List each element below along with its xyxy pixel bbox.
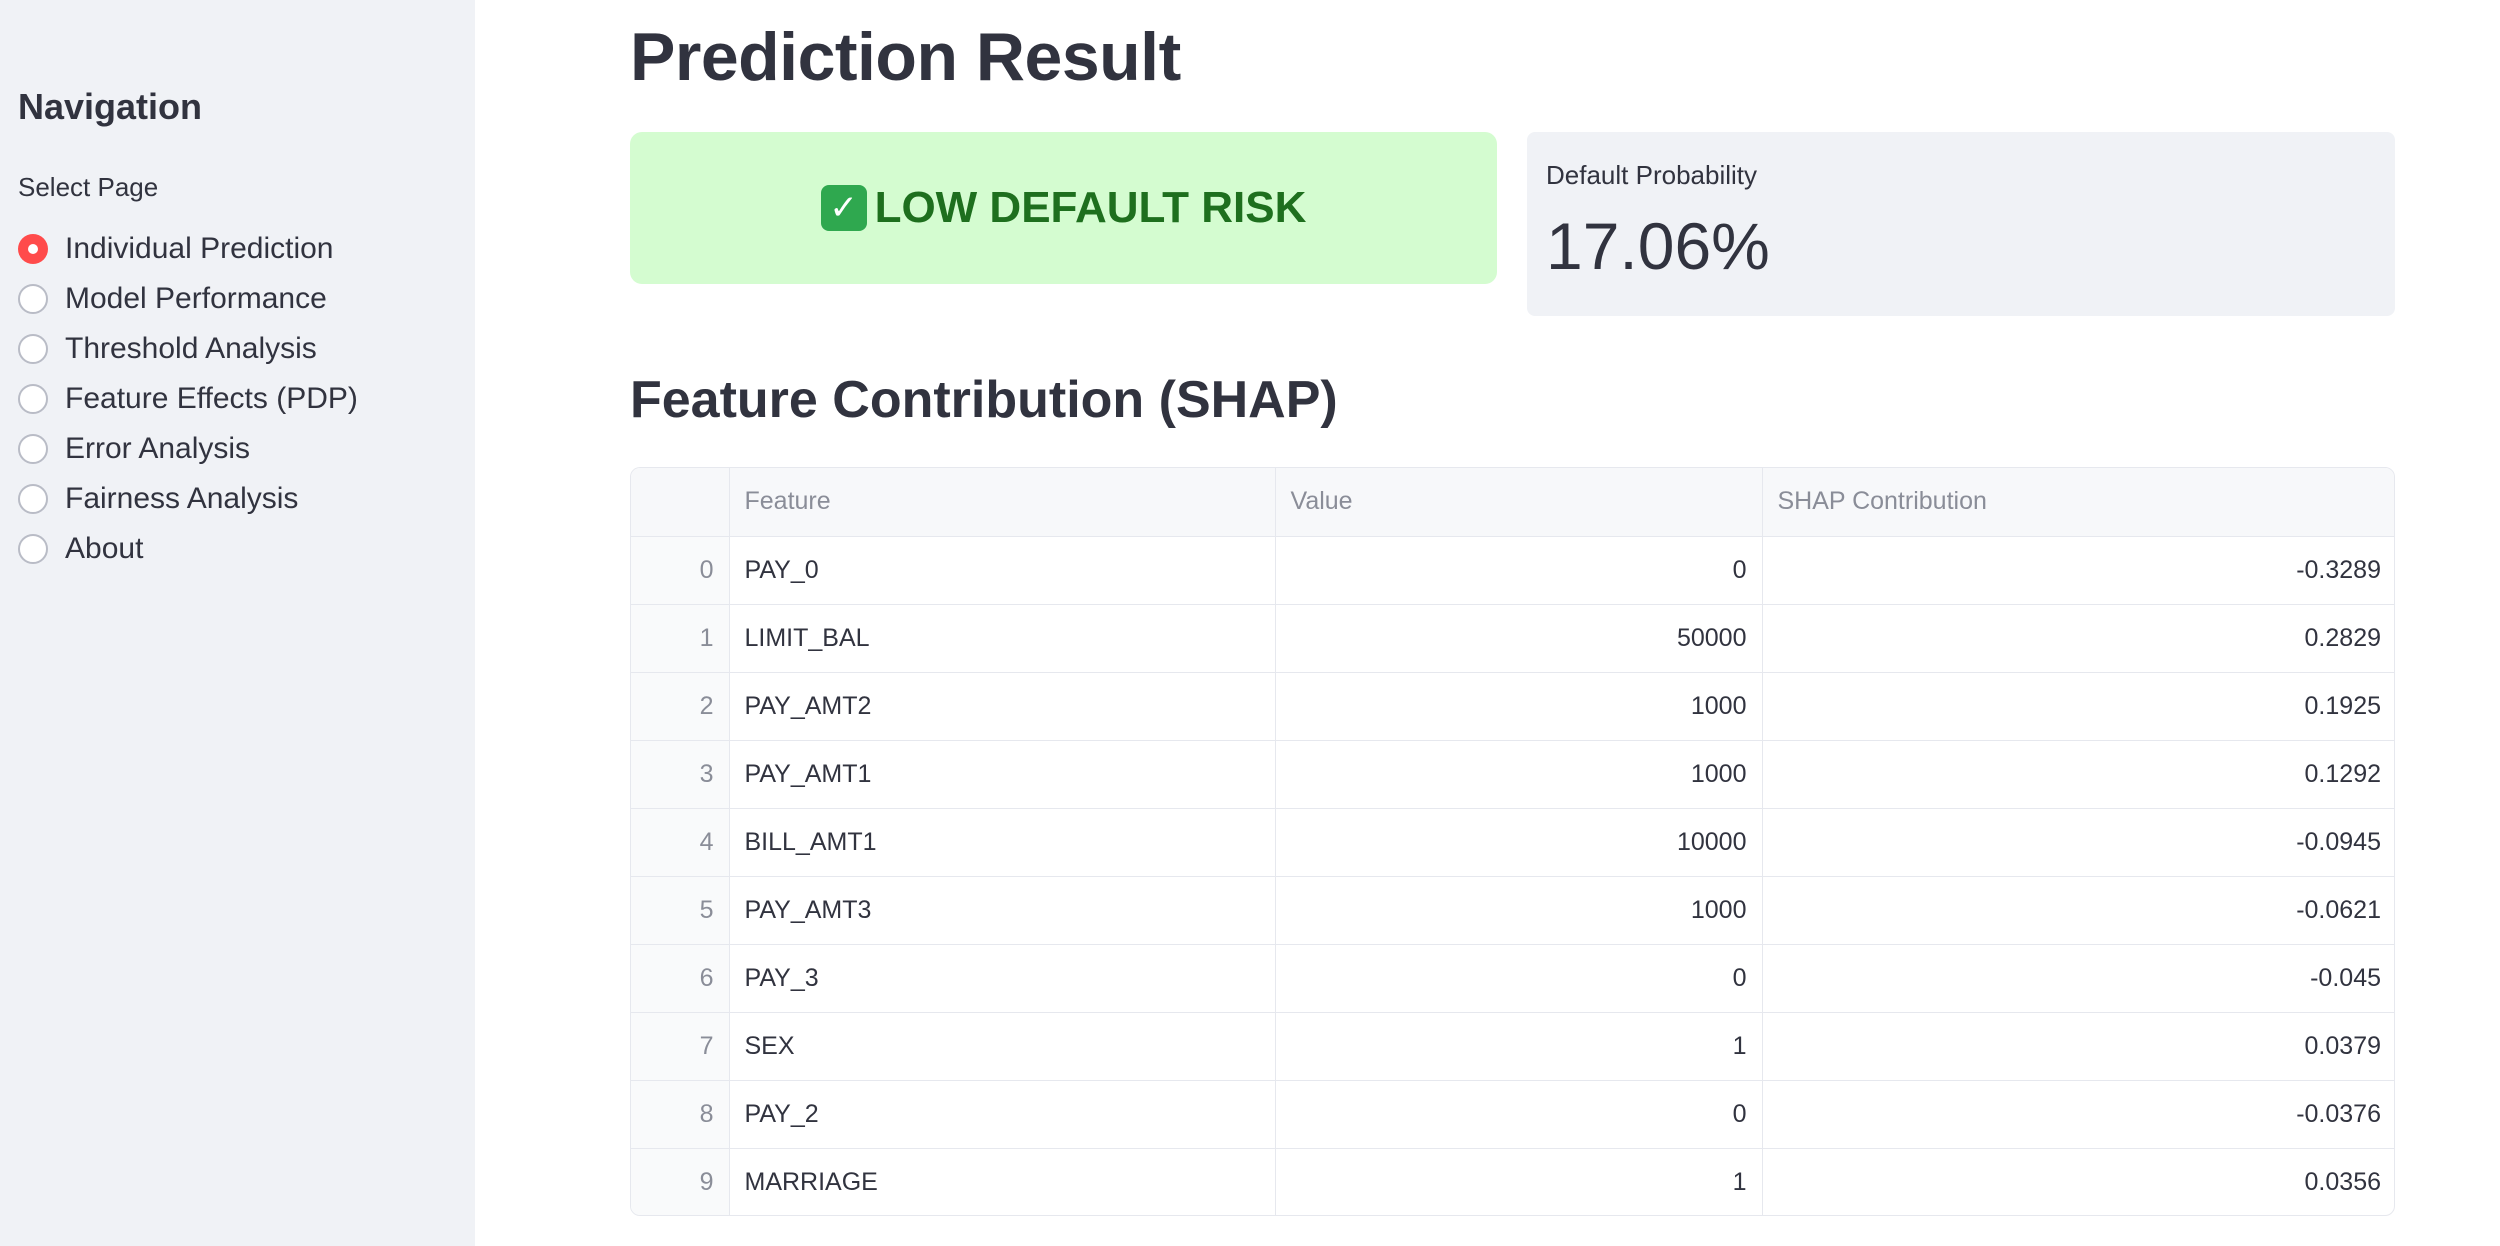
cell-feature[interactable]: PAY_2 — [729, 1080, 1276, 1149]
radio-label[interactable]: Feature Effects (PDP) — [65, 382, 358, 415]
table-row: 3 PAY_AMT1 1000 0.1292 — [631, 740, 2394, 809]
cell-feature[interactable]: PAY_AMT1 — [729, 740, 1276, 809]
cell-shap[interactable]: -0.0621 — [1762, 876, 2394, 945]
check-mark-icon: ✓ — [820, 185, 867, 231]
radio-label[interactable]: Individual Prediction — [65, 232, 334, 265]
cell-feature[interactable]: BILL_AMT1 — [729, 808, 1276, 877]
radio-option-fairness-analysis[interactable]: Fairness Analysis — [18, 474, 458, 524]
radio-button-icon[interactable] — [18, 384, 48, 414]
table-row: 7 SEX 1 0.0379 — [631, 1012, 2394, 1081]
row-index: 2 — [631, 672, 730, 741]
main-content: Prediction Result ✓ LOW DEFAULT RISK Def… — [475, 0, 2500, 1246]
cell-value[interactable]: 50000 — [1275, 604, 1763, 673]
table-row: 0 PAY_0 0 -0.3289 — [631, 536, 2394, 605]
radio-option-about[interactable]: About — [18, 524, 458, 574]
row-index: 5 — [631, 876, 730, 945]
cell-value[interactable]: 10000 — [1275, 808, 1763, 877]
radio-label[interactable]: Error Analysis — [65, 432, 251, 465]
row-index: 8 — [631, 1080, 730, 1149]
radio-label[interactable]: Threshold Analysis — [65, 332, 317, 365]
page-title: Prediction Result — [630, 19, 1181, 95]
table-header-row: Feature Value SHAP Contribution — [631, 468, 2394, 537]
sidebar: Navigation Select Page Individual Predic… — [0, 0, 475, 1246]
radio-label[interactable]: Model Performance — [65, 282, 327, 315]
metric-label: Default Probability — [1546, 160, 1757, 190]
radio-option-model-performance[interactable]: Model Performance — [18, 274, 458, 324]
cell-value[interactable]: 0 — [1275, 1080, 1763, 1149]
cell-feature[interactable]: PAY_AMT3 — [729, 876, 1276, 945]
radio-option-individual-prediction[interactable]: Individual Prediction — [18, 224, 458, 274]
default-probability-metric: Default Probability 17.06% — [1527, 132, 2395, 316]
table-row: 2 PAY_AMT2 1000 0.1925 — [631, 672, 2394, 741]
metric-value: 17.06% — [1546, 209, 1770, 283]
row-index: 7 — [631, 1012, 730, 1081]
radio-button-icon[interactable] — [18, 284, 48, 314]
cell-shap[interactable]: -0.0376 — [1762, 1080, 2394, 1149]
column-header-index[interactable] — [631, 468, 730, 537]
radio-button-icon[interactable] — [18, 234, 48, 264]
data-table: Feature Value SHAP Contribution 0 PAY_0 … — [631, 468, 2394, 1215]
row-index: 1 — [631, 604, 730, 673]
cell-shap[interactable]: -0.3289 — [1762, 536, 2394, 605]
table-row: 4 BILL_AMT1 10000 -0.0945 — [631, 808, 2394, 877]
section-title: Feature Contribution (SHAP) — [630, 371, 1338, 429]
row-index: 3 — [631, 740, 730, 809]
cell-feature[interactable]: MARRIAGE — [729, 1148, 1276, 1215]
radio-button-icon[interactable] — [18, 334, 48, 364]
radio-option-threshold-analysis[interactable]: Threshold Analysis — [18, 324, 458, 374]
cell-shap[interactable]: 0.2829 — [1762, 604, 2394, 673]
row-index: 6 — [631, 944, 730, 1013]
cell-value[interactable]: 1 — [1275, 1148, 1763, 1215]
cell-value[interactable]: 1 — [1275, 1012, 1763, 1081]
column-header-feature[interactable]: Feature — [729, 468, 1276, 537]
table-row: 6 PAY_3 0 -0.045 — [631, 944, 2394, 1013]
cell-shap[interactable]: -0.0945 — [1762, 808, 2394, 877]
cell-value[interactable]: 0 — [1275, 536, 1763, 605]
risk-result-text: LOW DEFAULT RISK — [874, 183, 1307, 232]
cell-shap[interactable]: 0.1925 — [1762, 672, 2394, 741]
cell-shap[interactable]: 0.1292 — [1762, 740, 2394, 809]
cell-value[interactable]: 0 — [1275, 944, 1763, 1013]
column-header-value[interactable]: Value — [1275, 468, 1763, 537]
table-row: 9 MARRIAGE 1 0.0356 — [631, 1148, 2394, 1215]
row-index: 9 — [631, 1148, 730, 1215]
row-index: 4 — [631, 808, 730, 877]
row-index: 0 — [631, 536, 730, 605]
cell-feature[interactable]: SEX — [729, 1012, 1276, 1081]
radio-option-error-analysis[interactable]: Error Analysis — [18, 424, 458, 474]
radio-button-icon[interactable] — [18, 434, 48, 464]
shap-table[interactable]: Feature Value SHAP Contribution 0 PAY_0 … — [630, 467, 2395, 1216]
cell-feature[interactable]: PAY_0 — [729, 536, 1276, 605]
radio-button-icon[interactable] — [18, 534, 48, 564]
cell-shap[interactable]: 0.0356 — [2304, 1167, 2381, 1196]
table-row: 1 LIMIT_BAL 50000 0.2829 — [631, 604, 2394, 673]
page-radio-group: Individual Prediction Model Performance … — [18, 224, 458, 574]
cell-shap[interactable]: -0.045 — [1762, 944, 2394, 1013]
cell-feature[interactable]: PAY_3 — [729, 944, 1276, 1013]
radio-label[interactable]: Fairness Analysis — [65, 482, 299, 515]
cell-value[interactable]: 1000 — [1275, 740, 1763, 809]
radio-option-feature-effects[interactable]: Feature Effects (PDP) — [18, 374, 458, 424]
column-header-shap[interactable]: SHAP Contribution — [1762, 468, 2394, 537]
sidebar-title: Navigation — [18, 86, 203, 127]
select-page-label: Select Page — [18, 172, 159, 202]
cell-feature[interactable]: LIMIT_BAL — [729, 604, 1276, 673]
radio-button-icon[interactable] — [18, 484, 48, 514]
cell-shap[interactable]: 0.0379 — [1762, 1012, 2394, 1081]
risk-result-banner: ✓ LOW DEFAULT RISK — [630, 132, 1497, 284]
cell-value[interactable]: 1000 — [1275, 672, 1763, 741]
table-row: 5 PAY_AMT3 1000 -0.0621 — [631, 876, 2394, 945]
table-row: 8 PAY_2 0 -0.0376 — [631, 1080, 2394, 1149]
radio-label[interactable]: About — [65, 532, 144, 565]
cell-value[interactable]: 1000 — [1275, 876, 1763, 945]
cell-feature[interactable]: PAY_AMT2 — [729, 672, 1276, 741]
